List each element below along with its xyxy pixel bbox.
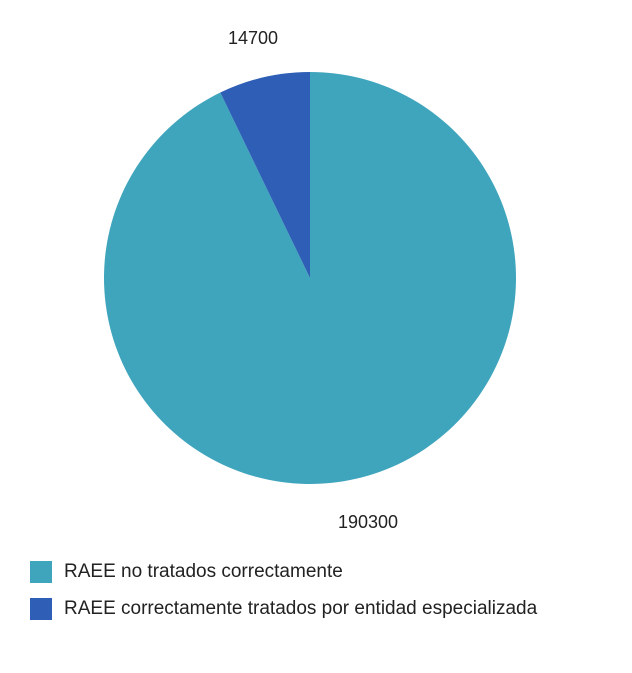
legend-label-no-tratados: RAEE no tratados correctamente (64, 561, 343, 582)
pie-slice-tratados (220, 72, 310, 278)
legend-swatch-tratados (30, 598, 52, 620)
legend-swatch-no-tratados (30, 561, 52, 583)
legend-label-tratados: RAEE correctamente tratados por entidad … (64, 598, 538, 619)
pie-value-labels: 190300 14700 (228, 28, 398, 532)
value-label-tratados: 14700 (228, 28, 278, 48)
legend: RAEE no tratados correctamente RAEE corr… (30, 560, 630, 634)
legend-item-no-tratados: RAEE no tratados correctamente (30, 560, 630, 584)
value-label-no-tratados: 190300 (338, 512, 398, 532)
legend-item-tratados: RAEE correctamente tratados por entidad … (30, 597, 630, 621)
pie-slices (103, 72, 516, 485)
